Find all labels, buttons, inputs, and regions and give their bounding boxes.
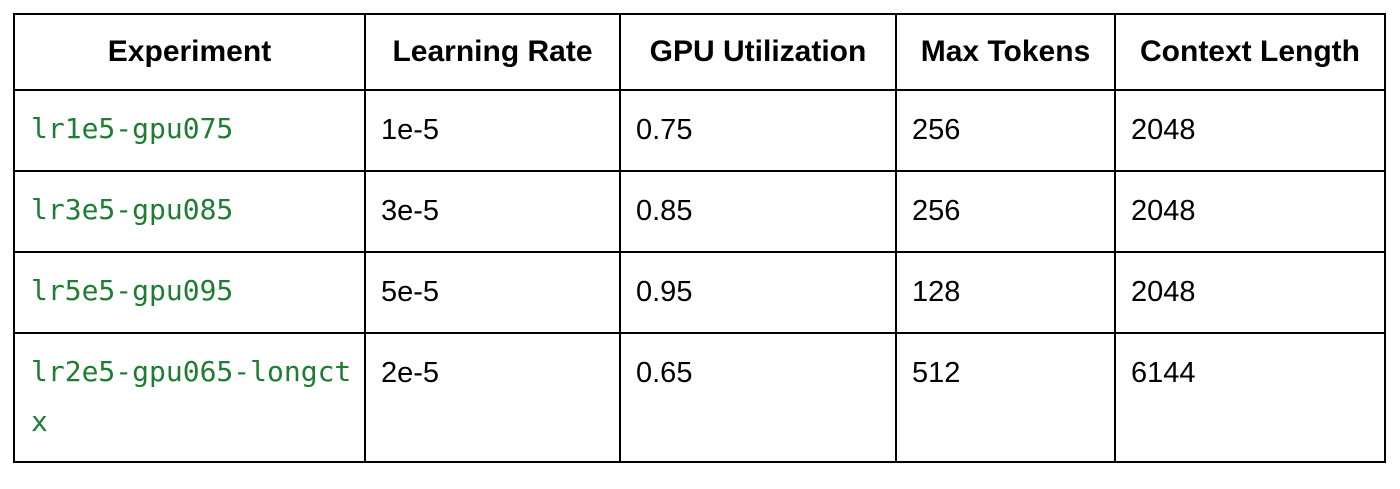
context-length-cell: 2048 [1114, 89, 1386, 172]
gpu-utilization-cell: 0.75 [619, 89, 897, 172]
context-length-cell: 6144 [1114, 332, 1386, 463]
gpu-utilization-cell: 0.65 [619, 332, 897, 463]
header-experiment: Experiment [13, 13, 366, 91]
learning-rate-cell: 1e-5 [364, 89, 621, 172]
experiment-table: Experiment Learning Rate GPU Utilization… [13, 13, 1386, 463]
experiment-name-cell: lr3e5-gpu085 [13, 170, 366, 253]
table-row: lr3e5-gpu085 3e-5 0.85 256 2048 [13, 170, 1386, 253]
experiment-name-cell: lr2e5-gpu065-longctx [13, 332, 366, 463]
experiment-name-cell: lr5e5-gpu095 [13, 251, 366, 334]
header-context-length: Context Length [1114, 13, 1386, 91]
max-tokens-cell: 512 [895, 332, 1116, 463]
header-learning-rate: Learning Rate [364, 13, 621, 91]
max-tokens-cell: 128 [895, 251, 1116, 334]
max-tokens-cell: 256 [895, 89, 1116, 172]
learning-rate-cell: 2e-5 [364, 332, 621, 463]
header-row: Experiment Learning Rate GPU Utilization… [13, 13, 1386, 91]
gpu-utilization-cell: 0.85 [619, 170, 897, 253]
table-row: lr2e5-gpu065-longctx 2e-5 0.65 512 6144 [13, 332, 1386, 463]
max-tokens-cell: 256 [895, 170, 1116, 253]
gpu-utilization-cell: 0.95 [619, 251, 897, 334]
experiment-name-cell: lr1e5-gpu075 [13, 89, 366, 172]
context-length-cell: 2048 [1114, 170, 1386, 253]
learning-rate-cell: 5e-5 [364, 251, 621, 334]
header-gpu-utilization: GPU Utilization [619, 13, 897, 91]
header-max-tokens: Max Tokens [895, 13, 1116, 91]
table-row: lr5e5-gpu095 5e-5 0.95 128 2048 [13, 251, 1386, 334]
context-length-cell: 2048 [1114, 251, 1386, 334]
learning-rate-cell: 3e-5 [364, 170, 621, 253]
table-row: lr1e5-gpu075 1e-5 0.75 256 2048 [13, 89, 1386, 172]
